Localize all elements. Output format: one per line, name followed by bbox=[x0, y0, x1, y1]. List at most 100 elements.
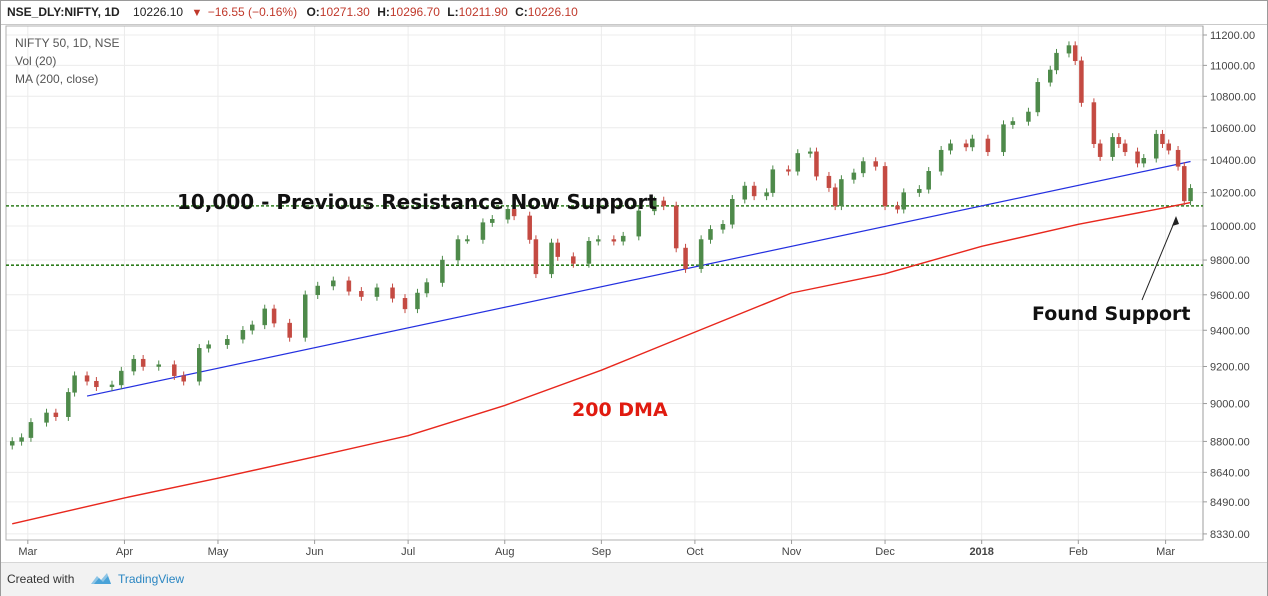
candle[interactable] bbox=[764, 188, 769, 201]
candle[interactable] bbox=[9, 437, 15, 450]
candle[interactable] bbox=[28, 418, 34, 442]
candle[interactable] bbox=[901, 188, 906, 214]
candle[interactable] bbox=[1182, 162, 1187, 206]
candle[interactable] bbox=[331, 276, 336, 291]
candle[interactable] bbox=[1026, 107, 1031, 126]
candle[interactable] bbox=[511, 205, 517, 221]
candle[interactable] bbox=[786, 165, 791, 176]
candle[interactable] bbox=[1072, 41, 1078, 65]
candle[interactable] bbox=[549, 238, 554, 279]
candle[interactable] bbox=[250, 320, 255, 335]
candle[interactable] bbox=[1054, 48, 1059, 75]
candle[interactable] bbox=[66, 388, 71, 421]
candle[interactable] bbox=[814, 147, 819, 181]
candle[interactable] bbox=[1160, 129, 1165, 148]
candle[interactable] bbox=[1091, 98, 1097, 148]
candle[interactable] bbox=[390, 283, 395, 303]
candle[interactable] bbox=[19, 433, 24, 446]
candle[interactable] bbox=[1001, 120, 1006, 157]
candle[interactable] bbox=[359, 287, 364, 301]
candle[interactable] bbox=[652, 196, 657, 216]
candle[interactable] bbox=[1153, 129, 1159, 163]
candle[interactable] bbox=[1035, 78, 1041, 117]
candle[interactable] bbox=[1188, 184, 1193, 206]
candle[interactable] bbox=[271, 304, 277, 328]
candle[interactable] bbox=[895, 201, 900, 214]
candle[interactable] bbox=[683, 243, 688, 273]
candle[interactable] bbox=[917, 185, 922, 197]
candle[interactable] bbox=[673, 201, 679, 253]
candle[interactable] bbox=[586, 237, 592, 268]
candle[interactable] bbox=[262, 304, 267, 330]
tradingview-cloud-icon[interactable] bbox=[89, 571, 113, 590]
candle[interactable] bbox=[424, 278, 430, 298]
candle[interactable] bbox=[197, 344, 202, 386]
candle[interactable] bbox=[1175, 145, 1181, 171]
candle[interactable] bbox=[1116, 133, 1122, 148]
candle[interactable] bbox=[1079, 56, 1084, 107]
candle[interactable] bbox=[181, 371, 186, 386]
candle[interactable] bbox=[720, 220, 726, 234]
candle[interactable] bbox=[795, 149, 801, 176]
candle[interactable] bbox=[832, 183, 838, 211]
candle[interactable] bbox=[374, 283, 380, 301]
candle[interactable] bbox=[1122, 139, 1128, 157]
candle[interactable] bbox=[94, 377, 99, 391]
candle[interactable] bbox=[131, 354, 137, 376]
candle[interactable] bbox=[172, 360, 177, 380]
candle[interactable] bbox=[1141, 154, 1147, 168]
candle[interactable] bbox=[1066, 41, 1072, 58]
candle[interactable] bbox=[415, 288, 420, 314]
candle[interactable] bbox=[571, 252, 576, 268]
candle[interactable] bbox=[742, 181, 748, 204]
candle[interactable] bbox=[1110, 133, 1115, 161]
candle[interactable] bbox=[533, 235, 539, 279]
candle[interactable] bbox=[109, 380, 115, 391]
candle[interactable] bbox=[465, 235, 470, 244]
candle[interactable] bbox=[346, 276, 352, 296]
candle[interactable] bbox=[527, 211, 532, 244]
candle[interactable] bbox=[1166, 139, 1171, 155]
candle[interactable] bbox=[611, 235, 617, 246]
candle[interactable] bbox=[620, 231, 626, 246]
tradingview-link[interactable]: TradingView bbox=[118, 572, 185, 586]
candle[interactable] bbox=[240, 326, 246, 344]
candle[interactable] bbox=[698, 235, 704, 273]
candle[interactable] bbox=[926, 167, 931, 194]
candle[interactable] bbox=[1135, 147, 1140, 168]
candle[interactable] bbox=[402, 294, 408, 314]
candle[interactable] bbox=[206, 340, 211, 353]
candle[interactable] bbox=[490, 215, 495, 227]
candle[interactable] bbox=[140, 354, 146, 371]
candle[interactable] bbox=[661, 196, 666, 211]
candle[interactable] bbox=[225, 335, 230, 349]
candle[interactable] bbox=[1048, 65, 1053, 87]
candle[interactable] bbox=[44, 408, 49, 427]
candle[interactable] bbox=[315, 281, 320, 300]
candle[interactable] bbox=[839, 175, 844, 211]
candle[interactable] bbox=[555, 238, 560, 261]
candle[interactable] bbox=[72, 371, 77, 397]
candle[interactable] bbox=[480, 218, 486, 244]
candle[interactable] bbox=[1097, 139, 1103, 161]
candle[interactable] bbox=[53, 408, 59, 421]
candle[interactable] bbox=[636, 206, 642, 241]
candle[interactable] bbox=[596, 235, 601, 246]
candle[interactable] bbox=[770, 165, 776, 197]
candle[interactable] bbox=[751, 181, 757, 201]
candle[interactable] bbox=[303, 290, 308, 342]
candle[interactable] bbox=[730, 195, 735, 229]
candle[interactable] bbox=[873, 157, 878, 171]
candle[interactable] bbox=[119, 366, 124, 390]
candle[interactable] bbox=[826, 171, 832, 192]
candle[interactable] bbox=[156, 360, 161, 371]
candle[interactable] bbox=[985, 134, 991, 157]
candle[interactable] bbox=[455, 235, 461, 265]
candle[interactable] bbox=[882, 162, 888, 211]
candle[interactable] bbox=[970, 134, 975, 152]
symbol-label[interactable]: NSE_DLY:NIFTY, 1D bbox=[7, 5, 120, 19]
candle[interactable] bbox=[84, 371, 90, 386]
candle[interactable] bbox=[807, 147, 813, 158]
candle[interactable] bbox=[708, 225, 713, 244]
